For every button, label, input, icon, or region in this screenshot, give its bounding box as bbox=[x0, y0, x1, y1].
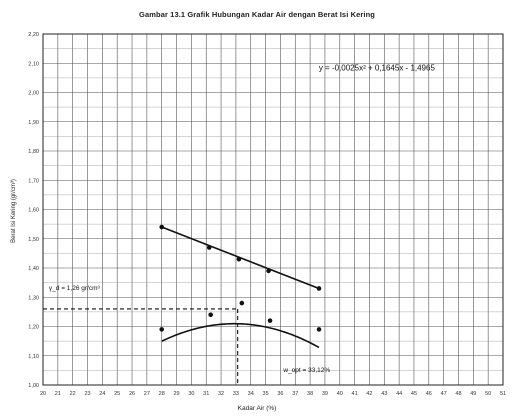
x-tick-label: 37 bbox=[292, 391, 298, 397]
max-density-annotation: γ_d = 1,26 gr/cm³ bbox=[49, 285, 101, 292]
series-2-trendline bbox=[161, 322, 320, 349]
x-tick-label: 20 bbox=[40, 391, 46, 397]
x-tick-label: 42 bbox=[366, 391, 372, 397]
y-tick-label: 1,90 bbox=[28, 120, 39, 126]
y-tick-label: 2,20 bbox=[28, 32, 39, 38]
y-tick-label: 1,10 bbox=[28, 354, 39, 360]
y-tick-label: 2,10 bbox=[28, 61, 39, 67]
series-1-point bbox=[236, 256, 242, 262]
x-tick-label: 48 bbox=[455, 391, 461, 397]
x-tick-label: 40 bbox=[337, 391, 343, 397]
y-tick-label: 1,60 bbox=[28, 208, 39, 214]
chart-title: Gambar 13.1 Grafik Hubungan Kadar Air de… bbox=[139, 10, 375, 19]
x-tick-label: 46 bbox=[426, 391, 432, 397]
x-tick-label: 22 bbox=[70, 391, 76, 397]
x-tick-label: 28 bbox=[159, 391, 165, 397]
y-tick-label: 1,20 bbox=[28, 325, 39, 331]
x-tick-label: 51 bbox=[500, 391, 506, 397]
plot-frame bbox=[42, 33, 504, 386]
x-tick-label: 44 bbox=[396, 391, 402, 397]
y-tick-label: 1,80 bbox=[28, 149, 39, 155]
x-tick-label: 24 bbox=[99, 391, 105, 397]
x-tick-label: 30 bbox=[188, 391, 194, 397]
x-tick-label: 41 bbox=[352, 391, 358, 397]
x-tick-label: 21 bbox=[55, 391, 61, 397]
x-tick-label: 39 bbox=[322, 391, 328, 397]
series-1-point bbox=[316, 286, 322, 291]
x-tick-label: 31 bbox=[203, 391, 209, 397]
series-2-point bbox=[267, 318, 273, 323]
x-tick-label: 27 bbox=[144, 391, 150, 397]
series-2-point bbox=[208, 312, 213, 318]
x-tick-label: 47 bbox=[441, 391, 447, 397]
x-tick-label: 35 bbox=[263, 391, 269, 397]
x-tick-label: 50 bbox=[485, 391, 491, 397]
series-1-point bbox=[266, 268, 271, 274]
x-tick-label: 38 bbox=[307, 391, 313, 397]
x-tick-label: 29 bbox=[173, 391, 179, 397]
x-tick-label: 43 bbox=[381, 391, 387, 397]
series-2-point bbox=[239, 300, 245, 306]
optimum-moisture-annotation: w_opt = 33,12% bbox=[282, 367, 330, 374]
x-tick-label: 25 bbox=[114, 391, 120, 397]
y-tick-label: 2,00 bbox=[28, 91, 39, 97]
series-2-point bbox=[316, 327, 322, 332]
y-tick-label: 1,70 bbox=[28, 178, 39, 184]
x-tick-label: 45 bbox=[411, 391, 417, 397]
x-tick-label: 49 bbox=[470, 391, 476, 397]
x-tick-label: 32 bbox=[218, 391, 224, 397]
x-axis-label: Kadar Air (%) bbox=[237, 405, 277, 412]
series-2-point bbox=[159, 327, 165, 332]
y-tick-label: 1,50 bbox=[28, 237, 39, 243]
y-tick-label: 1,30 bbox=[28, 295, 39, 301]
x-tick-label: 36 bbox=[277, 391, 283, 397]
x-tick-label: 23 bbox=[84, 391, 90, 397]
series-1-point bbox=[159, 224, 165, 230]
x-tick-label: 33 bbox=[233, 391, 239, 397]
x-tick-label: 26 bbox=[129, 391, 135, 397]
equation-annotation: y = -0,0025x² + 0,1645x - 1,4965 bbox=[319, 64, 436, 73]
y-tick-label: 1,40 bbox=[28, 266, 39, 272]
y-tick-label: 1,00 bbox=[28, 383, 39, 389]
x-tick-label: 34 bbox=[248, 391, 254, 397]
series-1-point bbox=[206, 245, 212, 250]
